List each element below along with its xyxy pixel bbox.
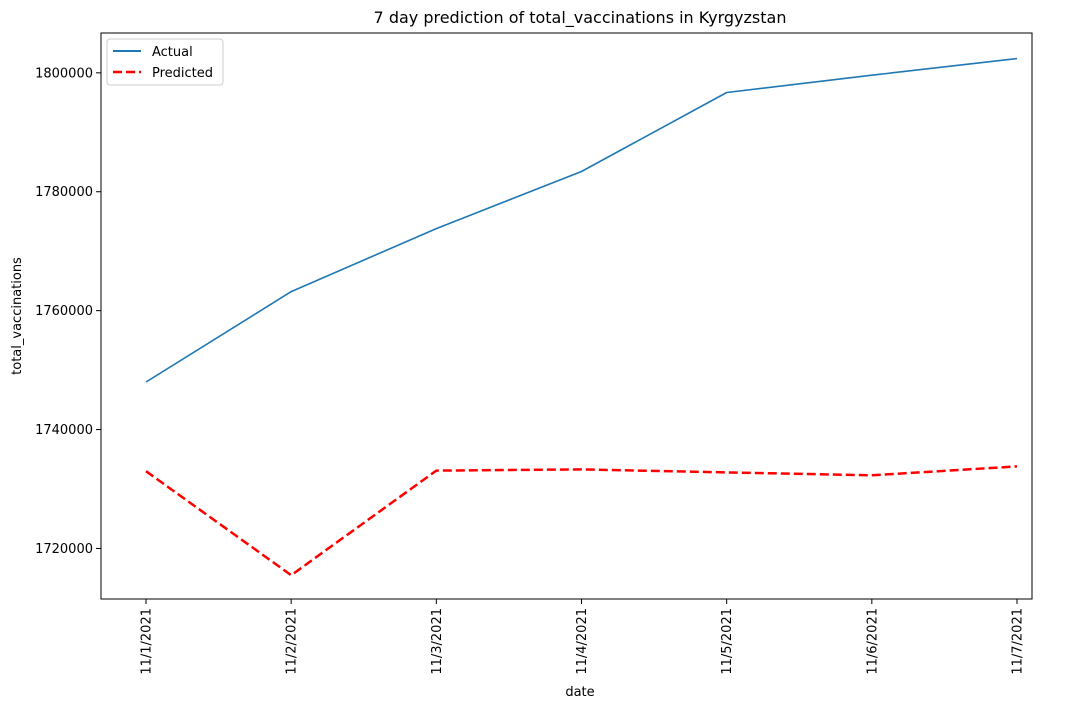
x-tick-label: 11/7/2021 — [1011, 608, 1026, 675]
legend-label-actual: Actual — [152, 45, 193, 60]
y-tick-label: 1760000 — [35, 304, 93, 319]
x-tick-label: 11/5/2021 — [720, 608, 735, 675]
x-axis-label: date — [565, 685, 594, 700]
y-tick-label: 1800000 — [35, 66, 93, 81]
y-tick-label: 1780000 — [35, 185, 93, 200]
x-tick-label: 11/4/2021 — [575, 608, 590, 675]
legend: Actual Predicted — [106, 38, 224, 86]
plot-frame — [100, 32, 1033, 600]
legend-label-predicted: Predicted — [152, 66, 213, 81]
y-axis: 1720000 1740000 1760000 1780000 1800000 — [35, 66, 101, 557]
x-axis: 11/1/2021 11/2/2021 11/3/2021 11/4/2021 11/5… — [140, 599, 1026, 675]
series-line-actual — [145, 57, 1018, 383]
x-tick-label: 11/1/2021 — [140, 608, 155, 675]
y-axis-label: total_vaccinations — [10, 257, 25, 375]
x-tick-label: 11/2/2021 — [285, 608, 300, 675]
y-tick-label: 1720000 — [35, 542, 93, 557]
chart-title: 7 day prediction of total_vaccinations i… — [374, 8, 787, 28]
y-tick-label: 1740000 — [35, 423, 93, 438]
plot-area — [100, 32, 1033, 600]
series-layer — [145, 57, 1018, 577]
x-tick-label: 11/6/2021 — [865, 608, 880, 675]
x-tick-label: 11/3/2021 — [430, 608, 445, 675]
